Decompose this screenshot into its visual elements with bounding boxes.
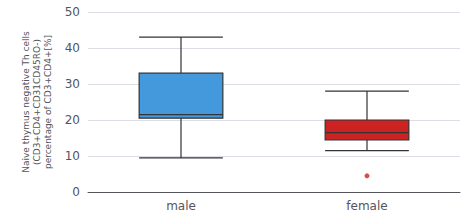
svg-text:40: 40 xyxy=(65,41,80,55)
svg-text:50: 50 xyxy=(65,5,80,19)
svg-text:0: 0 xyxy=(72,185,80,199)
svg-text:female: female xyxy=(346,199,387,213)
svg-text:(CD3+CD4+CD31CD45RO-): (CD3+CD4+CD31CD45RO-) xyxy=(32,39,42,165)
svg-text:30: 30 xyxy=(65,77,80,91)
svg-text:10: 10 xyxy=(65,149,80,163)
svg-text:percentage of CD3+CD4+[%]: percentage of CD3+CD4+[%] xyxy=(43,35,53,169)
svg-text:Naive thymus negative Th cells: Naive thymus negative Th cells xyxy=(21,31,31,173)
svg-text:20: 20 xyxy=(65,113,80,127)
svg-text:male: male xyxy=(166,199,196,213)
